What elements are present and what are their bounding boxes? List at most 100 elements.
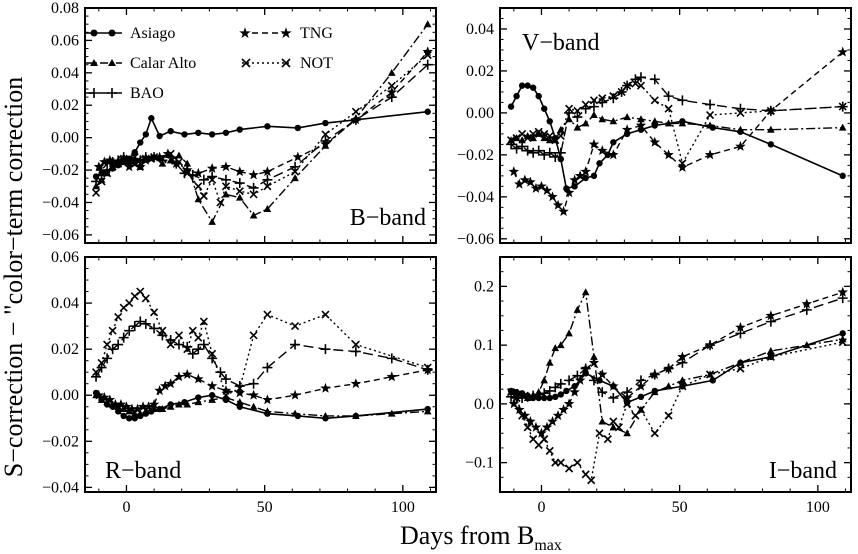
data-point-tng bbox=[422, 364, 433, 375]
data-point-not bbox=[199, 191, 208, 201]
data-point-tng bbox=[248, 389, 259, 400]
data-point-tng bbox=[547, 416, 558, 426]
data-point-calar-alto bbox=[598, 417, 607, 425]
data-point-tng bbox=[135, 161, 146, 172]
data-point-tng bbox=[837, 286, 848, 297]
data-point-asiago bbox=[709, 377, 717, 384]
data-point-calar-alto bbox=[352, 411, 360, 419]
data-point-tng bbox=[635, 120, 647, 130]
data-point-calar-alto bbox=[802, 341, 811, 349]
data-point-bao bbox=[550, 382, 561, 393]
data-point-calar-alto bbox=[545, 358, 554, 366]
panel-frame-r-band bbox=[84, 256, 437, 493]
data-point-not bbox=[617, 87, 626, 96]
data-point-tng bbox=[126, 403, 138, 414]
data-point-not bbox=[141, 294, 150, 303]
data-point-not bbox=[174, 331, 184, 340]
series-line-bao bbox=[95, 320, 428, 387]
data-point-not bbox=[664, 104, 673, 113]
data-point-not bbox=[540, 129, 549, 138]
data-point-asiago bbox=[518, 82, 526, 89]
data-point-not bbox=[736, 364, 745, 373]
data-point-tng bbox=[621, 124, 633, 135]
data-point-calar-alto bbox=[650, 117, 659, 125]
data-point-calar-alto bbox=[573, 305, 582, 313]
data-point-tng bbox=[536, 427, 547, 438]
data-point-calar-alto bbox=[590, 111, 598, 119]
data-point-tng bbox=[234, 387, 245, 398]
data-point-tng bbox=[580, 363, 591, 374]
data-point-bao bbox=[677, 95, 688, 106]
data-point-bao bbox=[649, 74, 660, 85]
data-point-not bbox=[518, 411, 527, 420]
data-point-calar-alto bbox=[678, 376, 687, 384]
data-point-tng bbox=[569, 174, 580, 185]
data-point-not bbox=[614, 423, 623, 432]
data-point-not bbox=[556, 131, 565, 141]
data-point-calar-alto bbox=[581, 119, 590, 127]
data-point-asiago bbox=[322, 119, 329, 127]
data-point-calar-alto bbox=[664, 382, 673, 390]
panel-v-band: −0.06 −0.04 −0.02 0.00 0.02 0.04 V−band bbox=[457, 7, 852, 248]
data-point-bao bbox=[124, 325, 135, 336]
x-tick-label: 0 bbox=[122, 499, 130, 516]
data-point-bao bbox=[118, 332, 129, 343]
data-point-not bbox=[174, 157, 184, 167]
data-point-bao bbox=[588, 375, 599, 386]
data-point-tng bbox=[118, 156, 129, 167]
data-point-bao bbox=[129, 321, 140, 332]
data-point-bao bbox=[386, 353, 397, 364]
data-point-asiago bbox=[557, 391, 565, 398]
data-point-tng bbox=[173, 371, 185, 382]
data-point-tng bbox=[148, 398, 160, 409]
data-point-tng bbox=[143, 401, 154, 412]
data-point-bao bbox=[544, 385, 555, 396]
data-point-not bbox=[678, 159, 687, 168]
data-point-not bbox=[838, 338, 847, 347]
data-point-tng bbox=[552, 410, 564, 421]
data-point-not bbox=[114, 312, 123, 321]
data-point-tng bbox=[677, 351, 688, 362]
band-label-i-band: I−band bbox=[769, 458, 837, 484]
data-point-tng bbox=[663, 363, 674, 374]
data-point-not bbox=[221, 391, 231, 400]
data-point-calar-alto bbox=[557, 341, 565, 349]
data-point-bao bbox=[248, 378, 259, 389]
data-point-tng bbox=[165, 378, 176, 389]
data-point-tng bbox=[514, 178, 525, 189]
series-bao-r-band bbox=[91, 316, 433, 392]
data-point-calar-alto bbox=[183, 400, 192, 408]
data-point-asiago bbox=[507, 103, 515, 110]
data-point-asiago bbox=[208, 392, 216, 399]
data-point-tng bbox=[182, 369, 193, 379]
data-point-asiago bbox=[181, 131, 188, 138]
data-point-tng bbox=[563, 187, 575, 198]
data-point-not bbox=[623, 81, 632, 90]
data-point-calar-alto bbox=[194, 195, 203, 203]
data-point-not bbox=[125, 299, 134, 308]
x-tick-label: 100 bbox=[391, 499, 415, 516]
data-point-not bbox=[351, 340, 360, 349]
panel-r-band: −0.04 −0.02 0.00 0.02 0.04 0.06 0 50 100 R−band bbox=[42, 249, 437, 516]
data-point-asiago bbox=[131, 415, 138, 422]
data-point-calar-alto bbox=[512, 389, 521, 397]
data-point-tng bbox=[530, 182, 542, 193]
data-point-tng bbox=[93, 389, 105, 400]
data-point-not bbox=[518, 129, 527, 138]
data-point-tng bbox=[104, 394, 116, 405]
y-tick-label: 0.04 bbox=[51, 65, 79, 82]
data-point-tng bbox=[677, 161, 688, 172]
data-point-not bbox=[512, 134, 521, 143]
data-point-tng bbox=[514, 404, 525, 415]
data-point-bao bbox=[517, 141, 528, 152]
data-point-calar-alto bbox=[551, 344, 560, 352]
data-point-tng bbox=[547, 191, 558, 202]
data-point-calar-alto bbox=[565, 329, 573, 337]
data-point-asiago bbox=[195, 129, 202, 136]
y-tick-label: 0.06 bbox=[51, 249, 79, 266]
data-point-calar-alto bbox=[263, 204, 272, 212]
data-point-calar-alto bbox=[222, 190, 230, 198]
data-point-tng bbox=[536, 180, 547, 191]
data-point-not bbox=[235, 187, 244, 196]
data-point-calar-alto bbox=[706, 121, 714, 129]
